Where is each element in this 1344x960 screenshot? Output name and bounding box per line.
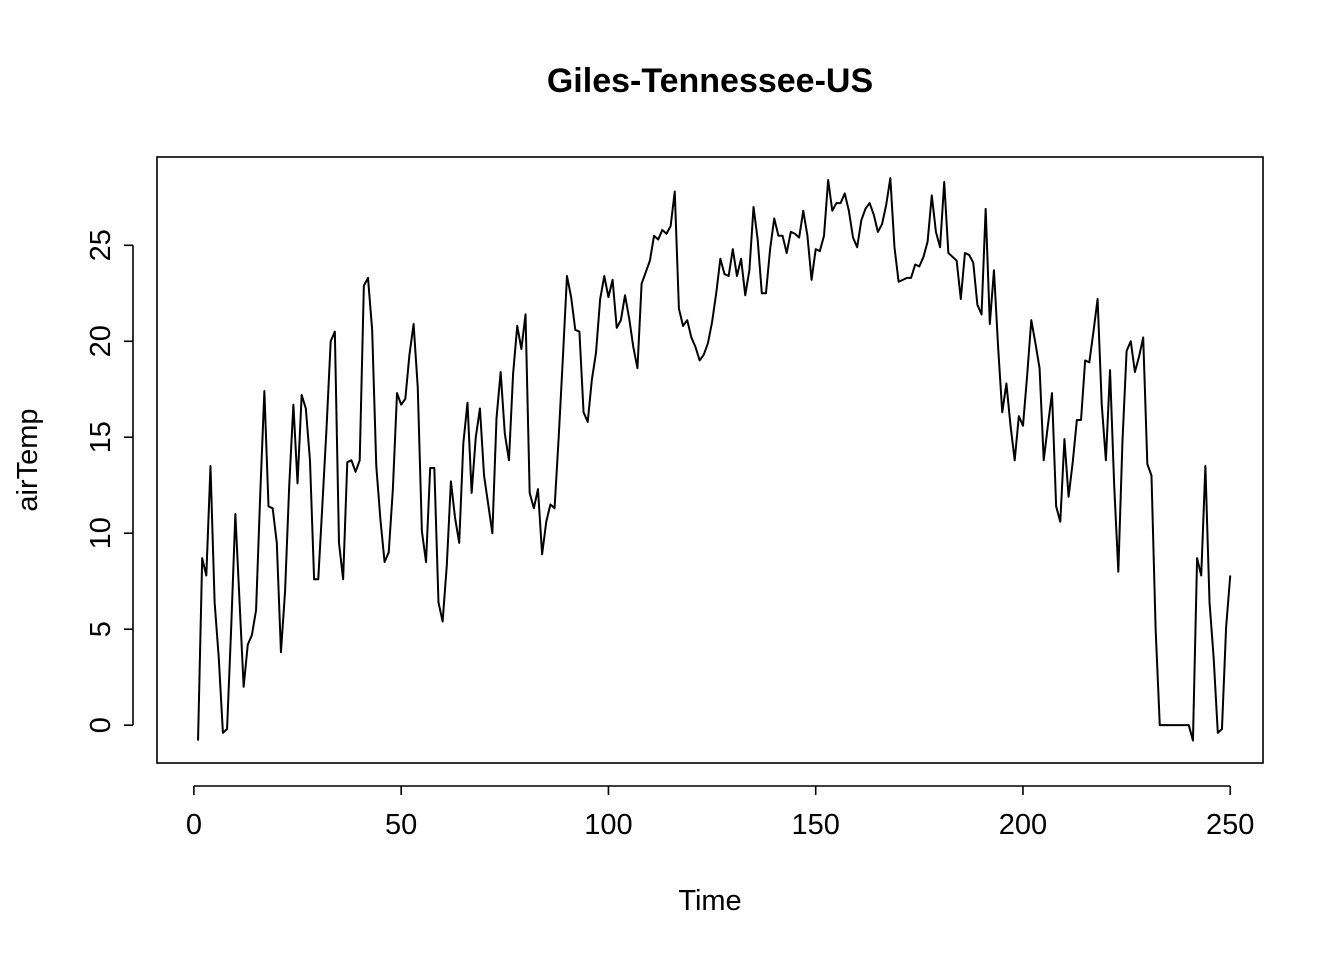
- x-tick-label: 250: [1206, 809, 1254, 841]
- y-tick-label: 5: [85, 621, 117, 637]
- y-tick-label: 20: [85, 325, 117, 357]
- y-tick-label: 0: [85, 717, 117, 733]
- x-tick-label: 0: [186, 809, 202, 841]
- y-tick-label: 25: [85, 229, 117, 261]
- x-tick-label: 50: [385, 809, 417, 841]
- y-axis-label: airTemp: [12, 408, 44, 511]
- x-axis: 0 50 100 150 200 250: [186, 785, 1254, 841]
- y-axis: 0 5 10 15 20 25: [85, 229, 134, 733]
- series-line: [197, 177, 1232, 742]
- y-tick-label: 10: [85, 517, 117, 549]
- plot-frame: [156, 156, 1264, 764]
- chart-title: Giles-Tennessee-US: [547, 62, 873, 100]
- x-tick-label: 150: [792, 809, 840, 841]
- x-tick-label: 100: [584, 809, 632, 841]
- y-tick-label: 15: [85, 421, 117, 453]
- x-axis-label: Time: [678, 885, 741, 917]
- x-tick-label: 200: [999, 809, 1047, 841]
